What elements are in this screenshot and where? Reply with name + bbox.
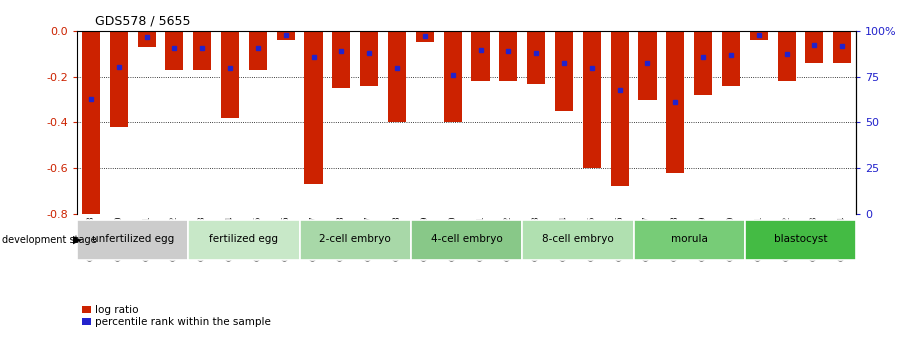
Bar [333,31,351,88]
Bar [750,31,767,40]
Text: blastocyst: blastocyst [774,234,827,244]
Bar [166,31,183,70]
Text: morula: morula [670,234,708,244]
Bar [276,31,294,40]
Bar [722,31,740,86]
Bar [666,31,684,173]
Bar [527,31,545,83]
Bar [471,31,489,81]
Text: unfertilized egg: unfertilized egg [92,234,174,244]
Text: 8-cell embryo: 8-cell embryo [542,234,613,244]
Bar [805,31,824,63]
Text: development stage: development stage [2,235,96,245]
Bar [499,31,517,81]
FancyBboxPatch shape [188,220,300,260]
Bar [388,31,406,122]
FancyBboxPatch shape [522,220,633,260]
FancyBboxPatch shape [745,220,856,260]
Text: fertilized egg: fertilized egg [209,234,278,244]
Text: 4-cell embryo: 4-cell embryo [430,234,503,244]
Text: ▶: ▶ [72,235,81,245]
Bar [444,31,462,122]
Text: GDS578 / 5655: GDS578 / 5655 [95,14,190,28]
Bar [110,31,128,127]
Bar [221,31,239,118]
Bar [694,31,712,95]
Bar [82,31,100,214]
Bar [193,31,211,70]
FancyBboxPatch shape [411,220,522,260]
FancyBboxPatch shape [633,220,745,260]
Bar [416,31,434,42]
Bar [304,31,323,184]
Legend: log ratio, percentile rank within the sample: log ratio, percentile rank within the sa… [82,305,271,327]
Bar [583,31,601,168]
Bar [639,31,657,100]
Text: 2-cell embryo: 2-cell embryo [320,234,391,244]
Bar [361,31,378,86]
Bar [138,31,156,47]
Bar [834,31,852,63]
FancyBboxPatch shape [77,220,188,260]
Bar [777,31,795,81]
Bar [611,31,629,187]
Bar [555,31,573,111]
Bar [249,31,267,70]
FancyBboxPatch shape [300,220,411,260]
